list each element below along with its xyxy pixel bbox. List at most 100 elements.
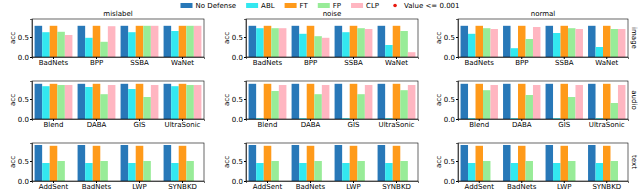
- x-tick: BadNets: [465, 57, 495, 67]
- bar: [179, 84, 187, 119]
- figure: 0.00.5BadNetsBPPSSBAWaNetaccmislabel0.00…: [0, 0, 640, 194]
- legend-swatch: [285, 3, 297, 8]
- x-tick: BPP: [304, 57, 317, 67]
- y-tick: 0.5: [232, 34, 246, 42]
- tick-mark: [30, 57, 32, 58]
- x-tick: AddSent: [253, 181, 283, 191]
- tick-label: 0.0: [232, 54, 243, 62]
- bar: [100, 161, 108, 181]
- bar: [151, 85, 159, 119]
- tick-label: 0.0: [18, 54, 29, 62]
- bar: [483, 161, 490, 181]
- bar: [525, 161, 532, 181]
- x-axis: BlendDABAGISUltraSonic: [33, 119, 205, 129]
- bar: [476, 84, 483, 119]
- bar: [553, 33, 560, 57]
- bar: [596, 47, 603, 57]
- axis-line: [456, 144, 459, 182]
- y-tick: 0.0: [444, 178, 458, 186]
- bar: [314, 161, 322, 181]
- bar: [256, 28, 264, 57]
- bar: [85, 38, 93, 57]
- tick-label: 0.5: [444, 96, 455, 104]
- bar: [271, 161, 279, 181]
- bar: [461, 26, 468, 57]
- y-axis: 0.0 0.5: [444, 144, 459, 186]
- tick-label: GIS: [134, 121, 146, 129]
- axis-line: [456, 20, 459, 58]
- bar: [518, 146, 525, 181]
- tick-label: AddSent: [39, 183, 69, 191]
- tick-mark: [244, 161, 246, 162]
- plot-frame: [246, 81, 418, 119]
- bar: [128, 32, 136, 57]
- tick-label: SSBA: [130, 59, 149, 67]
- bar: [299, 34, 307, 57]
- plot-frame: [32, 19, 204, 57]
- plot-area: [461, 26, 626, 57]
- bar: [186, 26, 194, 57]
- bar: [393, 26, 401, 57]
- bar: [568, 161, 575, 181]
- axis-title: acc: [9, 32, 17, 44]
- tick-label: BadNets: [253, 59, 283, 67]
- bar: [357, 94, 365, 119]
- axis-title: acc: [223, 94, 231, 106]
- x-tick: BPP: [90, 57, 103, 67]
- x-tick: UltraSonic: [589, 119, 625, 129]
- plot-area: [461, 145, 618, 181]
- tick-mark: [30, 37, 32, 38]
- tick-label: 0.0: [444, 178, 455, 186]
- bar: [42, 163, 50, 181]
- tick-label: 0.5: [18, 158, 29, 166]
- plot-frame: [458, 81, 628, 119]
- panel-title: noise: [323, 10, 342, 18]
- bar: [393, 84, 401, 119]
- tick-label: GIS: [558, 121, 570, 129]
- bar: [42, 86, 50, 119]
- axis-title: acc: [223, 156, 231, 168]
- x-axis: BadNetsBPPSSBAWaNet: [459, 57, 629, 67]
- bar: [350, 84, 358, 119]
- x-tick: LWP: [557, 181, 571, 191]
- tick-label: 0.0: [444, 54, 455, 62]
- plot-area: [461, 84, 626, 119]
- tick-label: 0.5: [444, 158, 455, 166]
- bar: [385, 45, 393, 57]
- y-tick: 0.5: [444, 158, 458, 166]
- x-tick: BadNets: [507, 181, 537, 191]
- bar: [378, 84, 386, 119]
- tick-label: Blend: [258, 121, 278, 129]
- x-tick: Blend: [469, 119, 489, 129]
- panel: 0.00.5BlendDABAGISUltraSonic: [232, 81, 419, 129]
- tick-mark: [456, 181, 458, 182]
- tick-label: UltraSonic: [379, 121, 415, 129]
- y-tick: 0.5: [18, 158, 32, 166]
- bar: [249, 84, 257, 119]
- x-tick: LWP: [132, 181, 146, 191]
- tick-mark: [30, 119, 32, 120]
- x-tick: BadNets: [82, 181, 112, 191]
- bar: [476, 146, 483, 181]
- plot-area: [249, 26, 416, 57]
- tick-mark: [244, 37, 246, 38]
- bar: [93, 26, 101, 57]
- x-tick: WaNet: [171, 57, 194, 67]
- bar: [575, 29, 582, 57]
- bar: [490, 29, 497, 57]
- y-axis: 0.00.5: [18, 20, 33, 62]
- legend-label: CLP: [366, 2, 379, 10]
- bar: [525, 39, 532, 57]
- bar: [151, 26, 159, 57]
- axis-line: [244, 82, 247, 120]
- panel: 0.00.5BlendDABAGISUltraSonic: [444, 81, 629, 129]
- tick-label: 0.0: [444, 116, 455, 124]
- tick-label: LWP: [557, 183, 571, 191]
- bar: [108, 26, 116, 57]
- bar: [57, 32, 65, 57]
- bar: [93, 146, 101, 181]
- bar: [596, 163, 603, 181]
- x-tick: WaNet: [385, 57, 408, 67]
- bar: [568, 97, 575, 119]
- x-tick: GIS: [558, 119, 570, 129]
